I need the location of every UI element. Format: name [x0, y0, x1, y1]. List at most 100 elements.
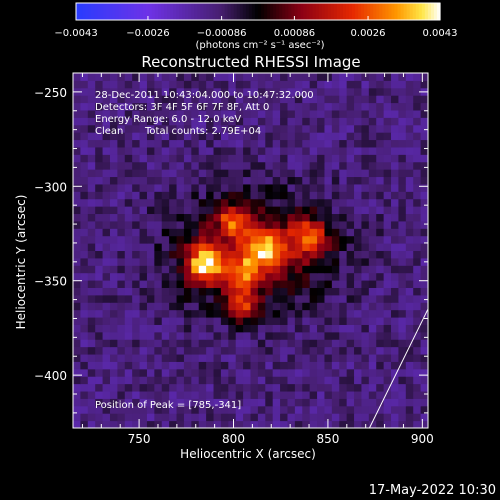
heatmap-cell [398, 243, 407, 251]
heatmap-cell [361, 161, 370, 170]
heatmap-cell [294, 339, 303, 348]
heatmap-cell [220, 265, 229, 274]
heatmap-cell [354, 405, 362, 414]
heatmap-cell [191, 139, 200, 148]
heatmap-cell [124, 206, 133, 215]
heatmap-cell [198, 368, 207, 377]
heatmap-cell [176, 287, 185, 296]
heatmap-cell [405, 146, 414, 155]
heatmap-cell [420, 154, 428, 163]
heatmap-cell [161, 87, 170, 96]
heatmap-cell [250, 124, 259, 133]
heatmap-cell [354, 73, 362, 81]
heatmap-cell [235, 213, 244, 222]
heatmap-cell [361, 383, 370, 392]
heatmap-cell [220, 339, 229, 348]
heatmap-cell [198, 287, 207, 296]
heatmap-cell [413, 87, 422, 96]
heatmap-cell [354, 95, 362, 104]
heatmap-cell [132, 309, 141, 318]
heatmap-cell [331, 398, 340, 407]
heatmap-cell [368, 102, 377, 111]
heatmap-cell [257, 95, 266, 104]
colorbar-cell [188, 3, 192, 20]
heatmap-cell [331, 280, 340, 288]
heatmap-cell [73, 191, 81, 200]
heatmap-cell [228, 287, 237, 296]
heatmap-cell [213, 413, 222, 422]
heatmap-cell [146, 250, 155, 259]
heatmap-cell [250, 287, 259, 296]
heatmap-cell [87, 413, 96, 422]
heatmap-cell [405, 132, 414, 141]
heatmap-cell [146, 309, 155, 318]
colorbar-ticks: −0.0043 −0.0026 −0.00086 0.00086 0.0026 0.004… [54, 16, 458, 39]
heatmap-cell [309, 243, 318, 251]
heatmap-cell [132, 183, 141, 192]
heatmap-cell [420, 117, 428, 126]
heatmap-cell [102, 250, 111, 259]
heatmap-cell [257, 383, 266, 392]
heatmap-cell [405, 213, 414, 222]
heatmap-cell [176, 302, 185, 311]
heatmap-cell [280, 220, 288, 229]
heatmap-cell [309, 235, 318, 244]
heatmap-cell [272, 73, 281, 81]
heatmap-cell [154, 302, 163, 311]
heatmap-cell [346, 228, 355, 237]
heatmap-cell [376, 265, 385, 274]
heatmap-cell [250, 95, 259, 104]
heatmap-cell [228, 235, 237, 244]
heatmap-cell [331, 294, 340, 303]
heatmap-cell [368, 154, 377, 163]
heatmap-cell [80, 413, 89, 422]
heatmap-cell [220, 102, 229, 111]
heatmap-cell [132, 420, 141, 428]
heatmap-cell [235, 405, 244, 414]
heatmap-cell [124, 161, 133, 170]
heatmap-cell [80, 206, 89, 215]
heatmap-cell [95, 117, 104, 126]
heatmap-cell [139, 206, 148, 215]
heatmap-cell [73, 354, 81, 362]
heatmap-cell [132, 339, 141, 348]
heatmap-cell [265, 250, 274, 259]
heatmap-cell [398, 191, 407, 200]
heatmap-cell [294, 331, 303, 340]
heatmap-cell [191, 206, 200, 215]
colorbar-cell [333, 3, 338, 20]
heatmap-cell [235, 354, 244, 362]
heatmap-cell [339, 324, 348, 333]
heatmap-cell [183, 87, 192, 96]
colorbar-cell [112, 3, 117, 20]
heatmap-cell [146, 339, 155, 348]
heatmap-cell [294, 117, 303, 126]
heatmap-cell [361, 154, 370, 163]
heatmap-cell [73, 176, 81, 185]
heatmap-cell [346, 154, 355, 163]
heatmap-cell [73, 272, 81, 281]
heatmap-cell [398, 87, 407, 96]
heatmap-cell [139, 309, 148, 318]
heatmap-cell [220, 376, 229, 385]
heatmap-cell [183, 132, 192, 141]
colorbar-cell [303, 3, 308, 20]
heatmap-cell [124, 272, 133, 281]
heatmap-cell [368, 302, 377, 311]
heatmap-cell [80, 331, 89, 340]
heatmap-cell [117, 391, 126, 399]
heatmap-cell [80, 405, 89, 414]
heatmap-cell [339, 317, 348, 325]
heatmap-cell [376, 169, 385, 178]
heatmap-cell [102, 339, 111, 348]
heatmap-cell [243, 257, 251, 266]
heatmap-cell [420, 398, 428, 407]
heatmap-cell [206, 80, 215, 89]
heatmap-cell [376, 102, 385, 111]
heatmap-cell [398, 146, 407, 155]
heatmap-cell [309, 376, 318, 385]
heatmap-cell [272, 391, 281, 399]
heatmap-cell [309, 124, 318, 133]
heatmap-cell [139, 220, 148, 229]
heatmap-cell [383, 287, 392, 296]
